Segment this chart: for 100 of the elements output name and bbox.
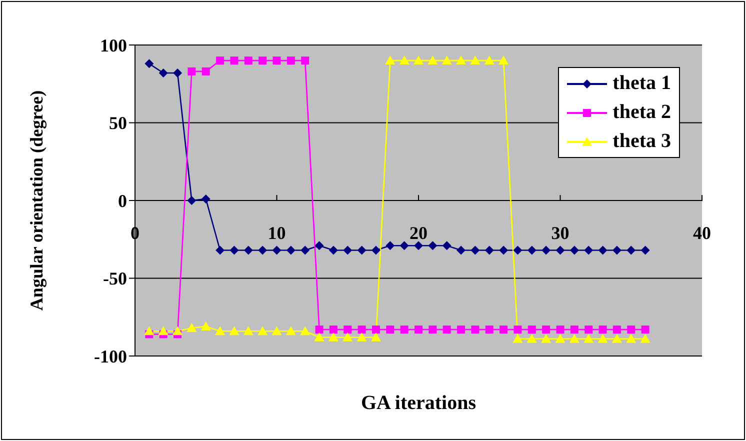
- point: [200, 321, 211, 330]
- y-tick-label: 50: [109, 113, 127, 134]
- point: [414, 326, 422, 334]
- point: [158, 326, 168, 336]
- point: [584, 334, 594, 343]
- point: [500, 326, 508, 334]
- point: [499, 246, 508, 255]
- point: [272, 326, 282, 336]
- point: [230, 56, 238, 65]
- point: [400, 326, 408, 334]
- point: [485, 326, 494, 334]
- point: [158, 68, 168, 78]
- legend-label: theta 3: [612, 130, 671, 153]
- point: [300, 326, 310, 336]
- point: [598, 246, 608, 255]
- point: [343, 246, 352, 255]
- point: [258, 326, 268, 336]
- point: [528, 326, 536, 334]
- point: [201, 194, 210, 204]
- point: [329, 326, 338, 334]
- point: [301, 56, 310, 65]
- point: [428, 241, 438, 250]
- point: [584, 246, 594, 255]
- point: [556, 246, 565, 255]
- point: [484, 246, 494, 255]
- point: [471, 326, 480, 334]
- point: [640, 334, 650, 343]
- point: [328, 332, 338, 342]
- point: [612, 246, 622, 255]
- point: [216, 56, 224, 65]
- point: [456, 56, 466, 65]
- point: [314, 241, 324, 250]
- x-tick-label: 30: [551, 223, 570, 243]
- point: [457, 326, 466, 334]
- point: [386, 241, 395, 250]
- point: [612, 334, 622, 343]
- point: [244, 56, 252, 65]
- x-axis-title: GA iterations: [360, 392, 477, 415]
- point: [300, 246, 310, 255]
- point: [470, 56, 480, 65]
- point: [514, 326, 522, 334]
- point: [498, 56, 509, 65]
- point: [370, 332, 381, 342]
- y-tick-label: -100: [94, 346, 127, 366]
- point: [542, 326, 550, 334]
- point: [386, 326, 394, 334]
- point: [344, 326, 352, 334]
- point: [188, 67, 196, 76]
- point: [315, 326, 324, 334]
- point: [357, 246, 366, 255]
- point: [542, 246, 551, 255]
- point: [627, 326, 636, 334]
- point: [555, 334, 566, 343]
- point: [484, 56, 494, 65]
- point: [626, 334, 636, 343]
- point: [244, 246, 253, 255]
- point: [371, 246, 380, 255]
- point: [243, 326, 254, 336]
- point: [356, 332, 367, 342]
- y-axis-title: Angular orientation (degree): [26, 90, 46, 311]
- x-tick-label: 40: [693, 223, 711, 243]
- point: [372, 326, 380, 334]
- point: [641, 326, 650, 334]
- point: [442, 56, 452, 65]
- point: [172, 326, 183, 336]
- point: [314, 332, 324, 342]
- point: [229, 326, 240, 336]
- point: [216, 246, 225, 255]
- point: [541, 334, 552, 343]
- point: [272, 56, 281, 65]
- point: [286, 326, 296, 336]
- point: [400, 241, 409, 250]
- point: [570, 246, 579, 255]
- y-tick-label: 0: [118, 190, 127, 211]
- point: [385, 56, 396, 65]
- x-tick-label: 10: [268, 223, 286, 243]
- point: [626, 246, 636, 255]
- point: [513, 246, 522, 255]
- point: [328, 246, 338, 255]
- point: [428, 326, 437, 334]
- point: [556, 326, 564, 334]
- point: [286, 246, 296, 255]
- point: [442, 241, 452, 250]
- point: [456, 246, 466, 255]
- point: [173, 68, 182, 78]
- point: [258, 246, 268, 255]
- point: [428, 56, 438, 65]
- legend-label: theta 2: [612, 101, 671, 124]
- point: [358, 326, 366, 334]
- point: [598, 334, 608, 343]
- point: [584, 326, 593, 334]
- point: [442, 326, 451, 334]
- legend-label: theta 1: [612, 72, 671, 95]
- point: [414, 241, 423, 250]
- point: [527, 246, 536, 255]
- point: [186, 323, 197, 332]
- point: [187, 196, 196, 205]
- point: [569, 334, 580, 343]
- point: [258, 56, 267, 65]
- point: [399, 56, 410, 65]
